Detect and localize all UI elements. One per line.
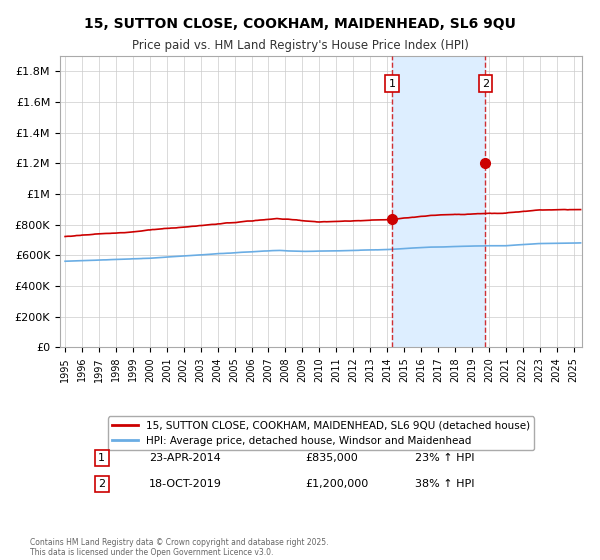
HPI: Average price, detached house, Windsor and Maidenhead: (2e+03, 5.9e+05): Average price, detached house, Windsor a… <box>167 254 175 260</box>
Text: Price paid vs. HM Land Registry's House Price Index (HPI): Price paid vs. HM Land Registry's House … <box>131 39 469 52</box>
HPI: Average price, detached house, Windsor and Maidenhead: (2e+03, 5.81e+05): Average price, detached house, Windsor a… <box>149 255 156 262</box>
Text: 15, SUTTON CLOSE, COOKHAM, MAIDENHEAD, SL6 9QU: 15, SUTTON CLOSE, COOKHAM, MAIDENHEAD, S… <box>84 17 516 31</box>
Line: HPI: Average price, detached house, Windsor and Maidenhead: HPI: Average price, detached house, Wind… <box>65 243 581 261</box>
Text: 1: 1 <box>98 453 105 463</box>
Text: £835,000: £835,000 <box>305 453 358 463</box>
15, SUTTON CLOSE, COOKHAM, MAIDENHEAD, SL6 9QU (detached house) <box>443 211 450 218</box>
Bar <box>392 56 485 347</box>
Text: 23% ↑ HPI: 23% ↑ HPI <box>415 453 475 463</box>
15, SUTTON CLOSE, COOKHAM, MAIDENHEAD, SL6 9QU (detached house) <box>112 230 119 236</box>
Text: 2: 2 <box>98 479 106 489</box>
Text: 38% ↑ HPI: 38% ↑ HPI <box>415 479 475 489</box>
Text: £1,200,000: £1,200,000 <box>305 479 368 489</box>
HPI: Average price, detached house, Windsor and Maidenhead: (2e+03, 5.73e+05): Average price, detached house, Windsor a… <box>112 256 119 263</box>
HPI: Average price, detached house, Windsor and Maidenhead: (2.03e+03, 6.81e+05): Average price, detached house, Windsor a… <box>577 240 584 246</box>
Text: 1: 1 <box>389 78 395 88</box>
15, SUTTON CLOSE, COOKHAM, MAIDENHEAD, SL6 9QU (detached house) <box>149 226 156 233</box>
HPI: Average price, detached house, Windsor and Maidenhead: (2.01e+03, 6.29e+05): Average price, detached house, Windsor a… <box>340 248 347 254</box>
HPI: Average price, detached house, Windsor and Maidenhead: (2.02e+03, 6.55e+05): Average price, detached house, Windsor a… <box>443 244 450 250</box>
Text: 23-APR-2014: 23-APR-2014 <box>149 453 220 463</box>
Legend: 15, SUTTON CLOSE, COOKHAM, MAIDENHEAD, SL6 9QU (detached house), HPI: Average pr: 15, SUTTON CLOSE, COOKHAM, MAIDENHEAD, S… <box>107 417 535 450</box>
15, SUTTON CLOSE, COOKHAM, MAIDENHEAD, SL6 9QU (detached house) <box>340 218 347 225</box>
HPI: Average price, detached house, Windsor and Maidenhead: (2e+03, 5.61e+05): Average price, detached house, Windsor a… <box>61 258 68 264</box>
15, SUTTON CLOSE, COOKHAM, MAIDENHEAD, SL6 9QU (detached house) <box>167 225 175 231</box>
HPI: Average price, detached house, Windsor and Maidenhead: (2.02e+03, 6.49e+05): Average price, detached house, Windsor a… <box>415 244 422 251</box>
Line: 15, SUTTON CLOSE, COOKHAM, MAIDENHEAD, SL6 9QU (detached house): 15, SUTTON CLOSE, COOKHAM, MAIDENHEAD, S… <box>65 209 581 236</box>
15, SUTTON CLOSE, COOKHAM, MAIDENHEAD, SL6 9QU (detached house) <box>560 206 567 213</box>
Text: Contains HM Land Registry data © Crown copyright and database right 2025.
This d: Contains HM Land Registry data © Crown c… <box>30 538 329 557</box>
15, SUTTON CLOSE, COOKHAM, MAIDENHEAD, SL6 9QU (detached house) <box>61 233 68 240</box>
Text: 2: 2 <box>482 78 489 88</box>
15, SUTTON CLOSE, COOKHAM, MAIDENHEAD, SL6 9QU (detached house) <box>577 206 584 213</box>
15, SUTTON CLOSE, COOKHAM, MAIDENHEAD, SL6 9QU (detached house) <box>415 213 422 220</box>
Text: 18-OCT-2019: 18-OCT-2019 <box>149 479 221 489</box>
